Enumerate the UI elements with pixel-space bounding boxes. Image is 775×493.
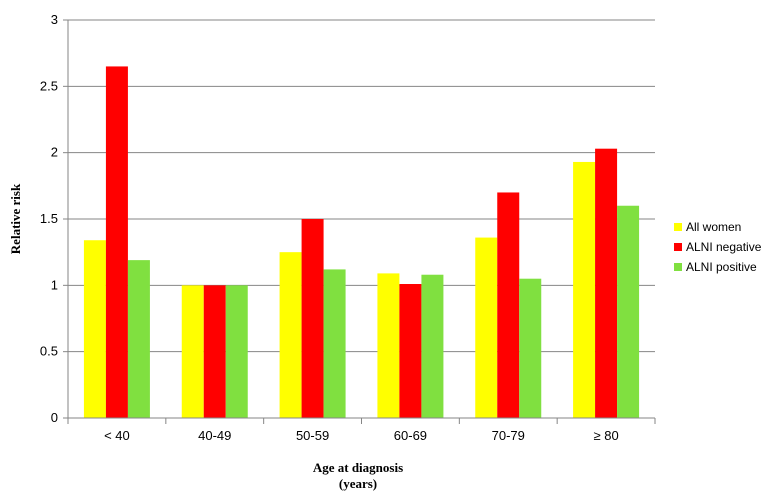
bar-alni-positive	[323, 269, 346, 418]
x-tick-label: 50-59	[296, 428, 329, 443]
bar-alni-negative	[301, 219, 324, 418]
bar-alni-positive	[225, 285, 248, 418]
y-tick-label: 2.5	[40, 78, 58, 93]
x-tick-label: 70-79	[492, 428, 525, 443]
x-axis-title-line1: Age at diagnosis	[313, 460, 403, 475]
legend: All women ALNI negative ALNI positive	[674, 220, 762, 274]
bar-all-women	[377, 273, 400, 418]
y-axis-ticks: 0 0.5 1 1.5 2 2.5 3	[40, 12, 58, 425]
bar-alni-positive	[127, 260, 150, 418]
x-axis-ticks: < 40 40-49 50-59 60-69 70-79 ≥ 80	[104, 428, 619, 443]
y-tick-label: 0	[51, 410, 58, 425]
bar-alni-negative	[497, 192, 520, 418]
bar-all-women	[83, 240, 106, 418]
y-tick-label: 1	[51, 277, 58, 292]
x-tick-label: < 40	[104, 428, 130, 443]
legend-label: ALNI negative	[686, 240, 762, 254]
legend-label: All women	[686, 220, 741, 234]
y-tick-label: 2	[51, 145, 58, 160]
x-tick-label: 60-69	[394, 428, 427, 443]
x-tick-label: 40-49	[198, 428, 231, 443]
y-tick-label: 1.5	[40, 211, 58, 226]
bar-all-women	[573, 161, 596, 418]
bar-all-women	[279, 252, 302, 418]
legend-swatch	[674, 223, 682, 231]
y-tick-label: 3	[51, 12, 58, 27]
legend-swatch	[674, 243, 682, 251]
bar-all-women	[181, 285, 204, 418]
bar-alni-negative	[105, 66, 128, 418]
bar-alni-positive	[617, 205, 640, 418]
x-tick-label: ≥ 80	[593, 428, 618, 443]
bar-alni-negative	[203, 285, 226, 418]
bar-alni-positive	[519, 278, 542, 418]
gridlines	[68, 19, 655, 353]
bar-alni-negative	[595, 148, 618, 419]
y-tick-label: 0.5	[40, 344, 58, 359]
legend-label: ALNI positive	[686, 260, 757, 274]
legend-swatch	[674, 263, 682, 271]
y-axis-title: Relative risk	[8, 183, 23, 254]
bar-alni-positive	[421, 274, 444, 418]
bar-all-women	[475, 237, 498, 418]
x-axis-title-line2: (years)	[339, 476, 377, 491]
axes	[63, 19, 656, 424]
bar-alni-negative	[399, 284, 422, 418]
bars	[83, 66, 640, 419]
